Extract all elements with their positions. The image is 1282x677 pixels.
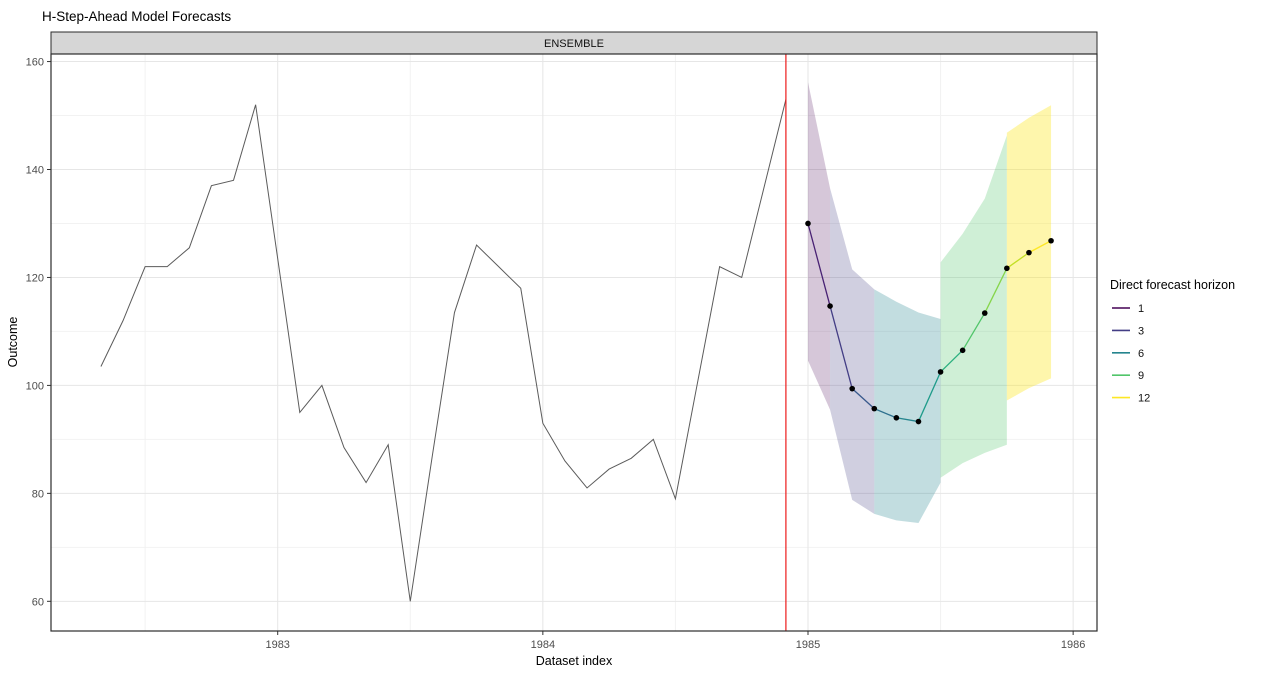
x-tick-label: 1985 — [796, 639, 820, 651]
x-axis-title: Dataset index — [536, 654, 613, 668]
facet-strip: ENSEMBLE — [50, 31, 1098, 55]
history-line — [100, 99, 787, 602]
ribbon-horizon-6 — [874, 289, 941, 524]
page-title: H-Step-Ahead Model Forecasts — [42, 9, 231, 24]
forecast-segment-h3 — [829, 305, 853, 389]
forecast-ribbons — [807, 82, 1052, 524]
forecast-segment-h7 — [917, 371, 942, 422]
forecast-segment-h9 — [962, 312, 986, 351]
forecast-segment-h12 — [1028, 240, 1052, 254]
y-tick-label: 120 — [26, 272, 44, 284]
forecast-point — [805, 220, 811, 227]
axis-ticks-and-labels: 1983 1984 1985 1986 60 80 100 120 140 160 — [26, 57, 1086, 651]
x-tick-label: 1983 — [265, 639, 289, 651]
panel-border — [50, 53, 1098, 632]
forecast-point — [981, 310, 988, 316]
y-tick-label: 80 — [32, 488, 44, 500]
legend-item-label: 1 — [1138, 303, 1144, 315]
forecast-segment-h2 — [807, 223, 831, 307]
forecast-segment-h4 — [851, 388, 875, 410]
ribbon-horizon-1 — [807, 82, 831, 410]
legend-items: 1 3 6 9 12 — [1112, 303, 1150, 405]
forecast-point — [959, 347, 966, 354]
y-tick-label: 60 — [32, 596, 44, 608]
forecast-point — [871, 405, 878, 412]
forecast-point — [827, 303, 833, 309]
legend: Direct forecast horizon 1 3 6 9 12 — [1110, 278, 1235, 405]
facet-strip-label: ENSEMBLE — [544, 38, 604, 50]
forecast-segment-h5 — [874, 408, 897, 419]
legend-item-label: 3 — [1138, 325, 1144, 337]
forecast-point — [1026, 249, 1032, 256]
forecast-point — [1048, 237, 1054, 244]
forecast-segment-h6 — [896, 417, 919, 423]
legend-item-label: 12 — [1138, 393, 1150, 405]
forecast-point — [937, 369, 944, 375]
y-tick-label: 100 — [26, 380, 44, 392]
ribbon-horizon-9 — [940, 135, 1007, 478]
forecast-point — [915, 418, 922, 425]
gridlines — [51, 54, 1097, 631]
forecast-segment-h10 — [984, 267, 1008, 314]
x-tick-label: 1984 — [531, 639, 555, 651]
ribbon-horizon-3 — [830, 188, 875, 514]
x-tick-label: 1986 — [1061, 639, 1085, 651]
forecast-segment-h11 — [1006, 252, 1030, 269]
legend-item-label: 9 — [1138, 370, 1144, 382]
forecast-point — [893, 414, 900, 421]
forecast-point — [849, 385, 855, 392]
forecast-point — [1004, 265, 1010, 272]
y-tick-label: 140 — [26, 165, 44, 177]
forecast-line-and-points — [805, 220, 1054, 425]
legend-title: Direct forecast horizon — [1110, 278, 1235, 292]
history-series-line — [100, 99, 787, 602]
legend-item-label: 6 — [1138, 348, 1144, 360]
forecast-segment-h8 — [940, 349, 964, 373]
y-axis-title: Outcome — [6, 317, 20, 368]
y-tick-label: 160 — [26, 57, 44, 69]
